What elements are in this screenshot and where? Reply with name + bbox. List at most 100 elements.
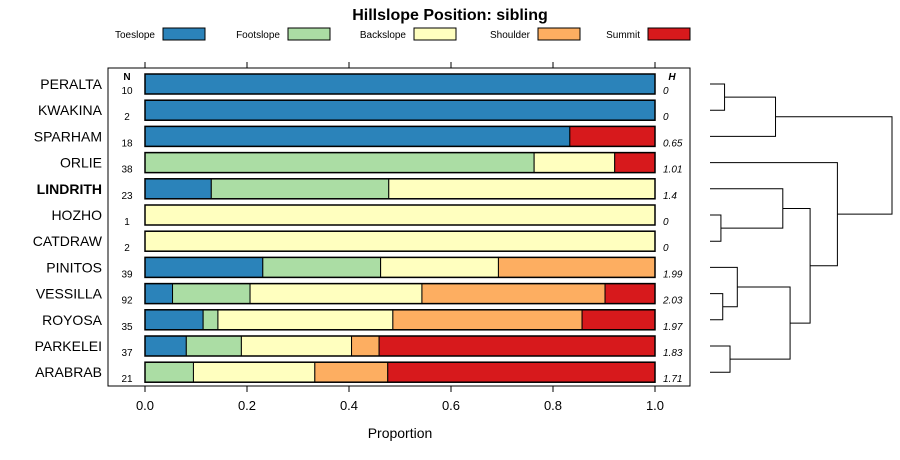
bar-outline-kwakina xyxy=(144,99,656,121)
bar-segment-parkelei-footslope xyxy=(185,335,242,357)
bar-outline-parkelei xyxy=(144,335,656,357)
legend-label-summit: Summit xyxy=(606,30,640,41)
x-tick-label-1: 0.2 xyxy=(238,398,256,413)
bar-segment-sparham-toeslope xyxy=(144,125,571,147)
n-value-royosa: 35 xyxy=(121,322,133,333)
bar-segment-hozho-backslope xyxy=(144,204,656,226)
bar-segment-orlie-footslope xyxy=(144,152,535,174)
bar-segment-vessilla-shoulder xyxy=(421,283,606,305)
h-value-peralta: 0 xyxy=(663,86,669,97)
n-value-kwakina: 2 xyxy=(124,112,130,123)
bar-segment-pinitos-shoulder xyxy=(497,256,656,278)
bar-segment-royosa-shoulder xyxy=(392,309,583,331)
h-value-lindrith: 1.4 xyxy=(663,191,677,202)
x-tick-label-0: 0.0 xyxy=(136,398,154,413)
bar-segment-parkelei-summit xyxy=(378,335,656,357)
bar-segment-parkelei-backslope xyxy=(240,335,353,357)
dendrogram-link-8 xyxy=(782,207,811,324)
bar-segment-parkelei-toeslope xyxy=(144,335,187,357)
dendrogram-link-6 xyxy=(730,286,791,360)
x-tick-label-3: 0.6 xyxy=(442,398,460,413)
bar-segment-parkelei-shoulder xyxy=(351,335,380,357)
legend-swatch-summit xyxy=(647,27,691,41)
n-value-pinitos: 39 xyxy=(121,269,133,280)
bar-segment-peralta-toeslope xyxy=(144,73,656,95)
row-label-lindrith: LINDRITH xyxy=(37,181,102,197)
legend-swatch-toeslope xyxy=(162,27,206,41)
n-value-vessilla: 92 xyxy=(121,296,133,307)
legend-label-toeslope: Toeslope xyxy=(115,30,155,41)
bar-outline-peralta xyxy=(144,73,656,95)
n-value-peralta: 10 xyxy=(121,86,133,97)
h-value-pinitos: 1.99 xyxy=(663,269,683,280)
bar-outline-catdraw xyxy=(144,230,656,252)
bar-segment-kwakina-toeslope xyxy=(144,99,656,121)
bar-segment-pinitos-footslope xyxy=(262,256,382,278)
sample-size-labels: N 10 2 18 38 23 1 2 39 92 35 37 21 xyxy=(121,72,133,385)
row-label-vessilla: VESSILLA xyxy=(36,286,103,302)
n-column-header: N xyxy=(123,72,130,83)
h-value-kwakina: 0 xyxy=(663,112,669,123)
stacked-bars xyxy=(144,73,656,383)
row-label-parkelei: PARKELEI xyxy=(35,338,102,354)
row-label-arabrab: ARABRAB xyxy=(35,364,102,380)
dendrogram-link-0 xyxy=(710,83,726,111)
row-label-pinitos: PINITOS xyxy=(46,259,102,275)
dendrogram-link-10 xyxy=(775,116,893,215)
bar-outline-vessilla xyxy=(144,282,656,305)
row-label-peralta: PERALTA xyxy=(40,76,102,92)
row-labels: PERALTA KWAKINA SPARHAM ORLIE LINDRITH HOZHO C… xyxy=(33,76,103,380)
h-value-vessilla: 2.03 xyxy=(662,296,683,307)
x-axis: 0.0 0.2 0.4 0.6 0.8 1.0 xyxy=(136,62,664,413)
legend-label-footslope: Footslope xyxy=(236,30,280,41)
bar-segment-orlie-summit xyxy=(614,152,656,174)
legend-swatch-backslope xyxy=(413,27,457,41)
n-value-arabrab: 21 xyxy=(121,374,133,385)
bar-segment-vessilla-footslope xyxy=(172,283,251,305)
bar-segment-pinitos-toeslope xyxy=(144,256,264,278)
dendrogram-link-2 xyxy=(710,214,722,242)
row-label-kwakina: KWAKINA xyxy=(38,102,103,118)
legend-label-shoulder: Shoulder xyxy=(490,30,531,41)
h-value-royosa: 1.97 xyxy=(663,322,683,333)
bar-segment-lindrith-backslope xyxy=(388,178,656,200)
bar-segment-royosa-backslope xyxy=(217,309,394,331)
row-label-hozho: HOZHO xyxy=(51,207,102,223)
dendrogram-link-3 xyxy=(710,293,724,321)
bar-outline-pinitos xyxy=(144,256,656,279)
dendrogram-link-1 xyxy=(710,96,777,137)
bar-outline-royosa xyxy=(144,309,656,331)
x-tick-label-2: 0.4 xyxy=(340,398,358,413)
h-value-sparham: 0.65 xyxy=(663,138,683,149)
dendrogram xyxy=(710,83,893,373)
n-value-lindrith: 23 xyxy=(121,191,133,202)
bar-segment-pinitos-backslope xyxy=(380,256,499,278)
x-axis-title: Proportion xyxy=(368,425,433,441)
n-value-hozho: 1 xyxy=(124,217,130,228)
chart-title: Hillslope Position: sibling xyxy=(352,7,548,24)
bar-segment-royosa-footslope xyxy=(202,309,219,331)
bar-segment-vessilla-summit xyxy=(604,283,656,305)
x-tick-label-4: 0.8 xyxy=(544,398,562,413)
plot-panel xyxy=(107,67,691,387)
h-value-parkelei: 1.83 xyxy=(663,348,683,359)
bar-segment-arabrab-summit xyxy=(387,361,656,383)
shannon-entropy-labels: H 0 0 0.65 1.01 1.4 0 0 1.99 2.03 1.97 1.83 1.71 xyxy=(662,72,683,385)
bar-segment-catdraw-backslope xyxy=(144,230,656,252)
bar-segment-lindrith-toeslope xyxy=(144,178,212,200)
bar-segment-royosa-summit xyxy=(581,309,656,331)
row-label-royosa: ROYOSA xyxy=(42,312,103,328)
n-value-sparham: 18 xyxy=(121,138,133,149)
row-label-sparham: SPARHAM xyxy=(34,128,102,144)
bar-segment-arabrab-backslope xyxy=(192,361,316,383)
bar-segment-arabrab-shoulder xyxy=(314,361,389,383)
row-label-catdraw: CATDRAW xyxy=(33,233,103,249)
bar-segment-royosa-toeslope xyxy=(144,309,204,331)
dendrogram-link-4 xyxy=(710,266,738,308)
h-value-catdraw: 0 xyxy=(663,243,669,254)
bar-segment-lindrith-footslope xyxy=(210,178,390,200)
h-value-orlie: 1.01 xyxy=(663,165,682,176)
row-label-orlie: ORLIE xyxy=(60,155,102,171)
bar-segment-vessilla-backslope xyxy=(249,283,423,305)
